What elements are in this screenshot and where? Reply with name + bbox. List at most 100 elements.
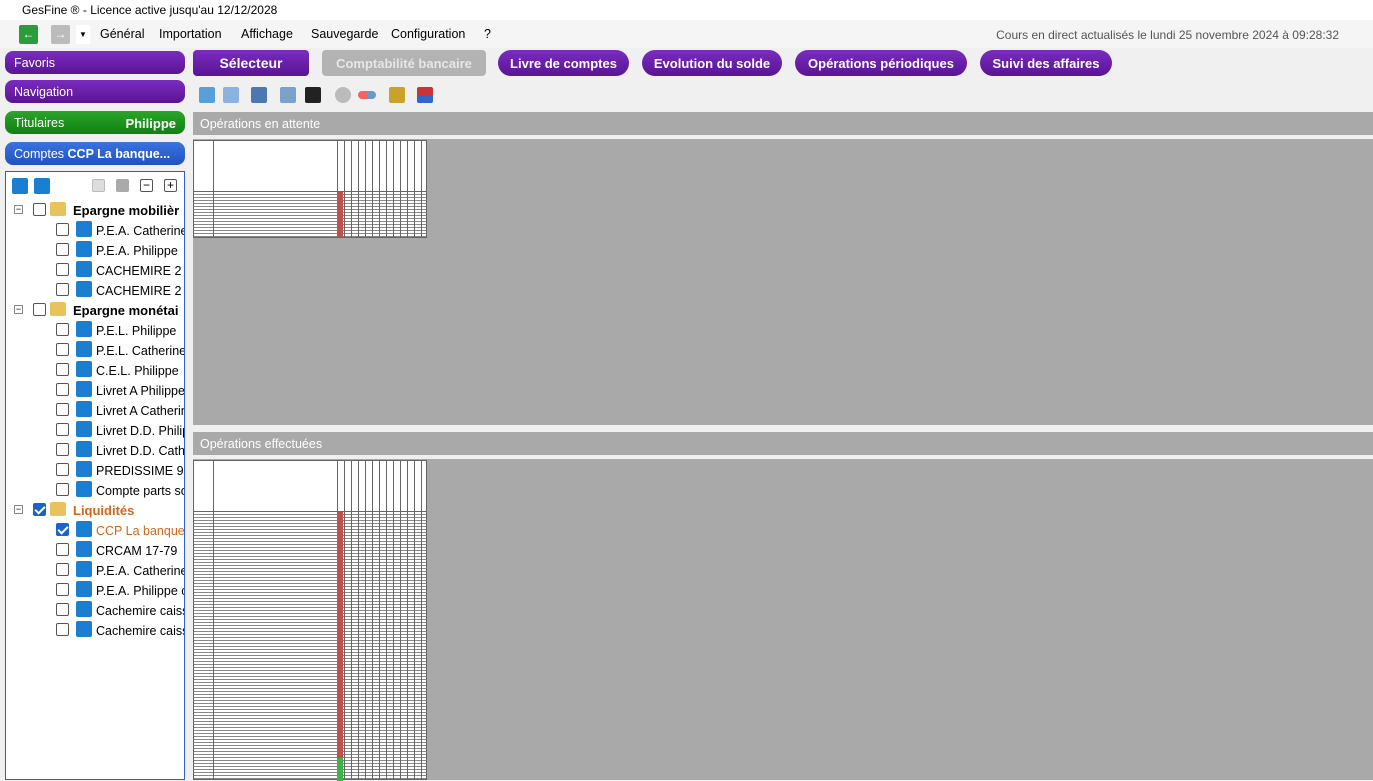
account-checkbox[interactable] xyxy=(56,463,69,476)
account-name[interactable]: CRCAM 17-79 xyxy=(96,544,178,558)
tool-edit[interactable] xyxy=(251,87,267,103)
account-checkbox[interactable] xyxy=(56,263,69,276)
account-name[interactable]: PREDISSIME 9 xyxy=(96,464,184,478)
account-icon xyxy=(76,221,92,237)
navigation-button[interactable]: Navigation xyxy=(5,80,185,103)
menu-item[interactable]: Configuration xyxy=(391,27,466,41)
account-checkbox[interactable] xyxy=(56,383,69,396)
account-name[interactable]: C.E.L. Philippe xyxy=(96,364,179,378)
folder-icon xyxy=(50,502,66,516)
account-checkbox[interactable] xyxy=(56,403,69,416)
tool-search[interactable] xyxy=(305,87,321,103)
account-name[interactable]: P.E.A. Catherine xyxy=(96,224,185,238)
account-checkbox[interactable] xyxy=(56,323,69,336)
account-checkbox[interactable] xyxy=(56,543,69,556)
tab[interactable]: Suivi des affaires xyxy=(980,50,1112,76)
back-button[interactable]: ← xyxy=(19,25,38,44)
group-name[interactable]: Epargne monétai xyxy=(73,303,179,318)
account-name[interactable]: P.E.L. Catherine xyxy=(96,344,185,358)
account-checkbox[interactable] xyxy=(56,243,69,256)
account-name[interactable]: P.E.A. Philippe xyxy=(96,244,178,258)
menu-item[interactable]: ? xyxy=(484,27,491,41)
account-checkbox[interactable] xyxy=(56,563,69,576)
account-checkbox[interactable] xyxy=(56,583,69,596)
account-icon xyxy=(76,541,92,557)
account-name[interactable]: Compte parts so xyxy=(96,484,185,498)
tool-transfer[interactable] xyxy=(358,91,376,99)
account-name[interactable]: Livret D.D. Cathe xyxy=(96,444,185,458)
account-name[interactable]: Livret A Catherin xyxy=(96,404,185,418)
add-group-icon[interactable] xyxy=(34,178,50,194)
menu-item[interactable]: Général xyxy=(100,27,145,41)
tree-toggle[interactable]: − xyxy=(14,504,23,514)
account-name[interactable]: Cachemire caiss xyxy=(96,624,185,638)
history-dropdown[interactable]: ▼ xyxy=(76,25,90,44)
group-checkbox[interactable] xyxy=(33,303,46,316)
account-checkbox[interactable] xyxy=(56,603,69,616)
account-checkbox[interactable] xyxy=(56,223,69,236)
done-grid xyxy=(193,460,427,781)
account-name[interactable]: CACHEMIRE 2 C xyxy=(96,264,185,278)
account-name[interactable]: CACHEMIRE 2 P xyxy=(96,284,185,298)
account-icon xyxy=(76,601,92,617)
account-name[interactable]: Cachemire caiss xyxy=(96,604,185,618)
comptes-label: Comptes xyxy=(14,147,65,161)
account-icon xyxy=(76,261,92,277)
tool-add[interactable] xyxy=(199,87,215,103)
favoris-button[interactable]: Favoris xyxy=(5,51,185,74)
comptes-value: CCP La banque... xyxy=(67,147,171,161)
account-name[interactable]: P.E.L. Philippe xyxy=(96,324,177,338)
folder-icon xyxy=(50,302,66,316)
tab[interactable]: Evolution du solde xyxy=(642,50,782,76)
account-checkbox[interactable] xyxy=(56,423,69,436)
tool-preview[interactable] xyxy=(280,87,296,103)
tool-coins[interactable] xyxy=(389,87,405,103)
account-name[interactable]: Livret D.D. Philip xyxy=(96,424,185,438)
tool-sync[interactable] xyxy=(335,87,351,103)
account-checkbox[interactable] xyxy=(56,523,69,536)
account-checkbox[interactable] xyxy=(56,483,69,496)
group-name[interactable]: Epargne mobilièr xyxy=(73,203,180,218)
account-name[interactable]: Livret A Philippe xyxy=(96,384,185,398)
folder-icon xyxy=(50,202,66,216)
account-checkbox[interactable] xyxy=(56,443,69,456)
group-checkbox[interactable] xyxy=(33,203,46,216)
menu-bar: ← → ▼ xyxy=(0,20,1373,48)
toolbar xyxy=(193,84,453,108)
pending-grid xyxy=(193,140,427,238)
tab[interactable]: Livre de comptes xyxy=(498,50,629,76)
check-all[interactable] xyxy=(116,179,129,192)
account-checkbox[interactable] xyxy=(56,363,69,376)
tree-toggle[interactable]: − xyxy=(14,304,23,314)
account-name[interactable]: CCP La banque xyxy=(96,524,185,538)
menu-item[interactable]: Sauvegarde xyxy=(311,27,379,41)
titulaires-label: Titulaires xyxy=(14,116,65,130)
menu-item[interactable]: Affichage xyxy=(241,27,293,41)
tab[interactable]: Sélecteur xyxy=(193,50,309,76)
group-name[interactable]: Liquidités xyxy=(73,503,135,518)
expand-all[interactable]: + xyxy=(164,179,177,192)
account-checkbox[interactable] xyxy=(56,283,69,296)
account-checkbox[interactable] xyxy=(56,623,69,636)
menu-item[interactable]: Importation xyxy=(159,27,222,41)
tool-duplicate[interactable] xyxy=(223,87,239,103)
tab[interactable]: Comptabilité bancaire xyxy=(322,50,486,76)
account-icon xyxy=(76,241,92,257)
tab[interactable]: Opérations périodiques xyxy=(795,50,967,76)
account-icon xyxy=(76,521,92,537)
titulaires-button[interactable]: Titulaires Philippe xyxy=(5,111,185,134)
tool-layout[interactable] xyxy=(417,87,433,103)
account-name[interactable]: P.E.A. Philippe c xyxy=(96,584,185,598)
add-account-icon[interactable] xyxy=(12,178,28,194)
tree-toggle[interactable]: − xyxy=(14,204,23,214)
account-icon xyxy=(76,381,92,397)
window-title: GesFine ® - Licence active jusqu'au 12/1… xyxy=(22,3,278,17)
forward-button[interactable]: → xyxy=(51,25,70,44)
group-checkbox[interactable] xyxy=(33,503,46,516)
comptes-button[interactable]: Comptes CCP La banque... xyxy=(5,142,185,165)
account-name[interactable]: P.E.A. Catherine xyxy=(96,564,185,578)
account-checkbox[interactable] xyxy=(56,343,69,356)
uncheck-all[interactable] xyxy=(92,179,105,192)
collapse-all[interactable]: − xyxy=(140,179,153,192)
panel-header: Opérations en attente xyxy=(193,112,1373,135)
